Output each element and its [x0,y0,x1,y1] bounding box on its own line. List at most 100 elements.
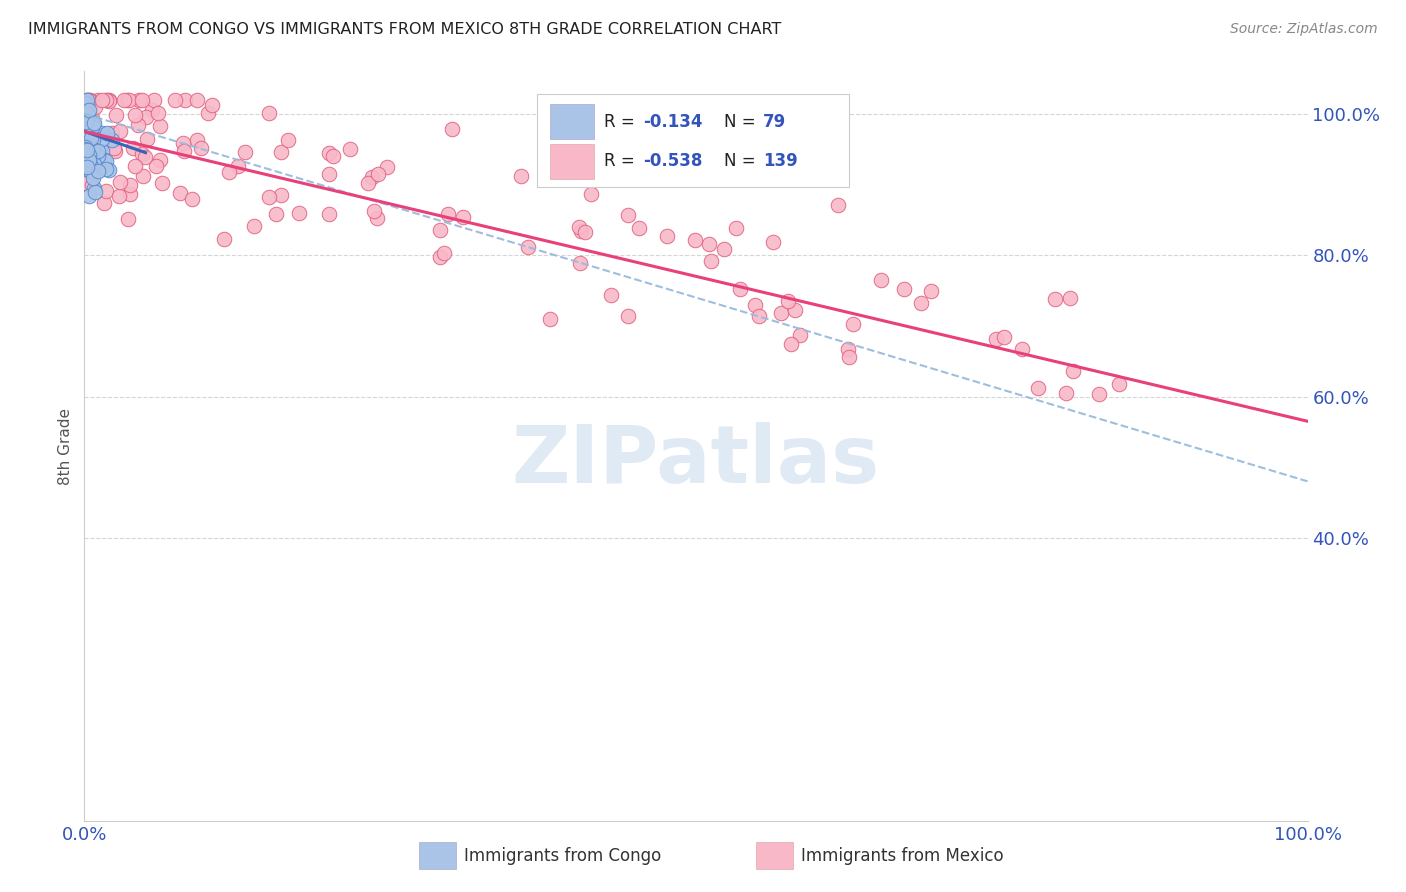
Point [82,153,104,167]
Point [77,149,100,163]
Point [141,103,163,117]
Point [683,233,706,247]
Point [600,287,623,301]
Point [780,337,803,351]
Point [75,149,97,163]
Point [838,351,860,365]
Point [728,282,751,296]
Point [96,153,118,168]
Point [84,148,107,162]
Point [568,219,591,234]
Point [84,153,107,167]
Point [76,145,98,160]
Point [89,147,111,161]
Point [91,93,114,107]
Point [149,120,172,134]
Point [538,311,561,326]
Point [77,120,100,135]
Point [87,164,110,178]
Point [433,246,456,260]
Point [79,163,101,178]
Point [226,159,249,173]
Point [83,186,105,200]
Text: 79: 79 [763,112,786,130]
Point [84,127,107,141]
Point [789,327,811,342]
Point [75,176,97,190]
Point [117,211,139,226]
Point [93,196,115,211]
Point [257,190,280,204]
Point [96,93,118,107]
Point [366,211,388,226]
Point [748,310,770,324]
Point [180,192,202,206]
Point [148,106,170,120]
Point [277,133,299,147]
Point [75,140,97,154]
Point [76,93,98,107]
Point [90,132,112,146]
Point [77,127,100,141]
Point [318,168,340,182]
FancyBboxPatch shape [550,144,595,178]
Point [186,93,208,107]
Point [136,132,159,146]
Point [73,151,96,165]
Point [149,153,172,167]
Point [79,189,101,203]
Point [75,142,97,156]
Point [75,96,97,111]
Point [118,178,141,193]
Point [73,129,96,144]
Point [762,235,785,249]
Point [700,254,723,268]
Point [75,112,97,126]
Point [94,184,117,198]
Point [76,139,98,153]
Point [127,118,149,132]
Point [77,142,100,156]
Point [86,149,108,163]
Point [75,114,97,128]
Point [82,142,104,156]
Point [429,223,451,237]
Point [91,126,114,140]
Point [134,151,156,165]
Point [893,282,915,296]
Point [97,94,120,108]
Point [91,144,114,158]
Point [101,126,124,140]
Point [79,128,101,143]
Point [84,100,107,114]
Point [169,186,191,200]
Point [79,148,101,162]
Point [84,162,107,177]
Point [1088,386,1111,401]
Point [451,211,474,225]
Point [77,135,100,149]
Point [1059,292,1081,306]
Point [131,146,153,161]
Point [259,106,281,120]
Point [375,160,398,174]
Point [104,108,127,122]
Point [321,149,343,163]
Point [574,225,596,239]
Point [103,141,125,155]
Point [80,120,103,134]
Point [77,161,100,176]
Point [76,93,98,107]
Point [82,171,104,186]
Point [82,117,104,131]
Point [270,188,292,202]
Point [186,133,208,147]
Point [1011,343,1033,357]
Point [150,176,173,190]
Point [80,114,103,128]
Point [783,303,806,318]
Point [1045,292,1067,306]
Point [235,145,257,159]
Point [83,157,105,171]
Point [837,342,859,356]
